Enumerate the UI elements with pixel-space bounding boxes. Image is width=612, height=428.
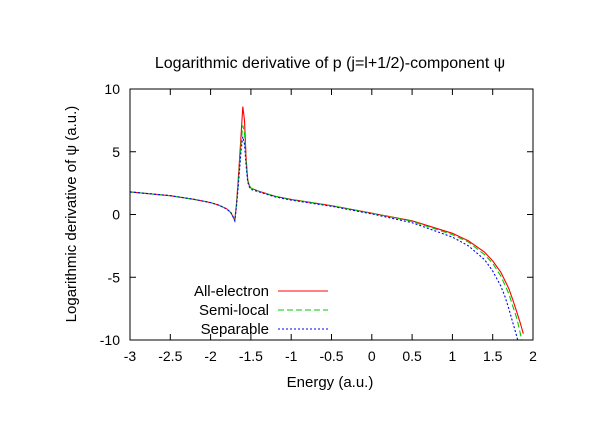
y-tick-label: 0: [112, 207, 120, 223]
legend-label: All-electron: [194, 283, 269, 300]
x-tick-label: -0.5: [319, 348, 343, 364]
x-tick-label: -1: [285, 348, 298, 364]
legend-label: Semi-local: [199, 302, 269, 319]
y-tick-label: 10: [104, 81, 120, 97]
x-tick-label: -3: [124, 348, 137, 364]
x-tick-label: 1: [449, 348, 457, 364]
x-tick-label: 0.5: [402, 348, 422, 364]
x-tick-label: -2.5: [158, 348, 182, 364]
y-tick-label: -5: [108, 269, 121, 285]
axis-ticks: -3 -2.5 -2 -1.5 -1 -0.5 0 0.5 1 1.5 2 -10 -5 0 5 10: [100, 81, 537, 364]
chart-title: Logarithmic derivative of p (j=l+1/2)-co…: [155, 55, 505, 72]
legend-label: Separable: [201, 321, 269, 338]
x-axis-label: Energy (a.u.): [287, 374, 374, 391]
series-line-separable: [129, 136, 519, 341]
x-tick-label: -2: [204, 348, 217, 364]
series-line-all-electron: [129, 106, 524, 334]
x-tick-label: 1.5: [483, 348, 503, 364]
y-tick-label: -10: [100, 332, 120, 348]
legend: All-electron Semi-local Separable: [194, 283, 328, 338]
plot-lines: [129, 106, 524, 341]
series-line-semi-local: [129, 125, 523, 341]
plot-frame: [129, 88, 534, 341]
x-tick-label: 2: [529, 348, 537, 364]
y-axis-label: Logarithmic derivative of ψ (a.u.): [63, 106, 80, 323]
x-tick-label: -1.5: [239, 348, 263, 364]
x-tick-label: 0: [368, 348, 376, 364]
y-tick-label: 5: [112, 144, 120, 160]
